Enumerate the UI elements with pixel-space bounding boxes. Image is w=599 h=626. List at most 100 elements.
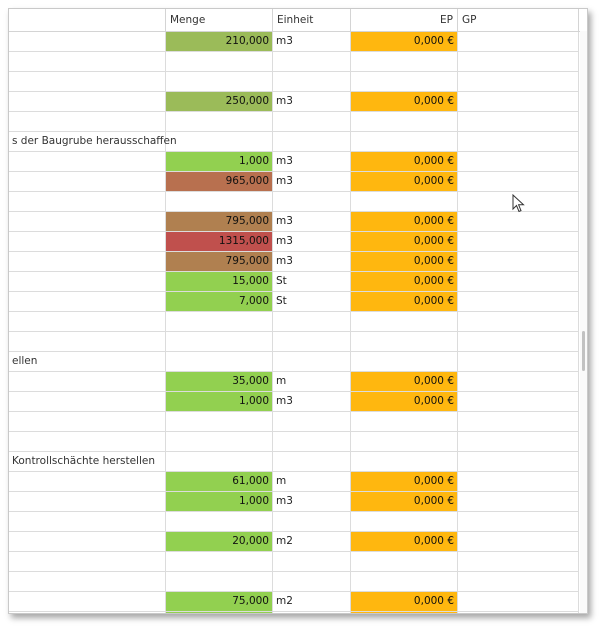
einheit-cell[interactable] [273,352,351,371]
description-cell[interactable] [9,52,166,71]
ep-cell[interactable] [351,112,458,131]
ep-cell[interactable]: 0,000 € [351,152,458,171]
gp-cell[interactable] [458,492,579,511]
menge-cell[interactable] [166,612,273,613]
description-cell[interactable] [9,172,166,191]
gp-cell[interactable] [458,392,579,411]
menge-cell[interactable] [166,72,273,91]
einheit-cell[interactable]: m [273,472,351,491]
einheit-cell[interactable]: m3 [273,252,351,271]
column-header-gp[interactable]: GP [458,9,579,31]
ep-cell[interactable] [351,432,458,451]
gp-cell[interactable] [458,272,579,291]
gp-cell[interactable] [458,452,579,471]
einheit-cell[interactable] [273,452,351,471]
einheit-cell[interactable]: m3 [273,492,351,511]
einheit-cell[interactable]: m3 [273,152,351,171]
einheit-cell[interactable]: m3 [273,172,351,191]
ep-cell[interactable] [351,52,458,71]
menge-cell[interactable] [166,552,273,571]
menge-cell[interactable]: 1315,000 [166,232,273,251]
gp-cell[interactable] [458,292,579,311]
einheit-cell[interactable]: St [273,292,351,311]
description-cell[interactable] [9,572,166,591]
menge-cell[interactable]: 15,000 [166,272,273,291]
ep-cell[interactable] [351,352,458,371]
einheit-cell[interactable] [273,72,351,91]
ep-cell[interactable] [351,332,458,351]
einheit-cell[interactable] [273,432,351,451]
description-cell[interactable] [9,512,166,531]
column-header-einheit[interactable]: Einheit [273,9,351,31]
einheit-cell[interactable]: m3 [273,232,351,251]
einheit-cell[interactable] [273,552,351,571]
menge-cell[interactable]: 75,000 [166,592,273,611]
menge-cell[interactable]: 1,000 [166,152,273,171]
description-cell[interactable]: ellen [9,352,166,371]
gp-cell[interactable] [458,32,579,51]
menge-cell[interactable] [166,352,273,371]
description-cell[interactable] [9,432,166,451]
einheit-cell[interactable]: m3 [273,92,351,111]
gp-cell[interactable] [458,532,579,551]
gp-cell[interactable] [458,592,579,611]
menge-cell[interactable] [166,452,273,471]
description-cell[interactable] [9,472,166,491]
ep-cell[interactable] [351,512,458,531]
einheit-cell[interactable] [273,132,351,151]
menge-cell[interactable]: 965,000 [166,172,273,191]
ep-cell[interactable] [351,412,458,431]
einheit-cell[interactable]: m3 [273,212,351,231]
einheit-cell[interactable] [273,512,351,531]
gp-cell[interactable] [458,92,579,111]
einheit-cell[interactable] [273,312,351,331]
description-cell[interactable] [9,392,166,411]
menge-cell[interactable]: 1,000 [166,392,273,411]
ep-cell[interactable] [351,132,458,151]
gp-cell[interactable] [458,132,579,151]
einheit-cell[interactable]: m3 [273,392,351,411]
ep-cell[interactable] [351,552,458,571]
description-cell[interactable]: Kontrollschächte herstellen [9,452,166,471]
ep-cell[interactable]: 0,000 € [351,472,458,491]
ep-cell[interactable]: 0,000 € [351,492,458,511]
gp-cell[interactable] [458,212,579,231]
gp-cell[interactable] [458,152,579,171]
ep-cell[interactable]: 0,000 € [351,212,458,231]
menge-cell[interactable] [166,412,273,431]
description-cell[interactable] [9,412,166,431]
menge-cell[interactable] [166,112,273,131]
gp-cell[interactable] [458,432,579,451]
einheit-cell[interactable]: m2 [273,532,351,551]
gp-cell[interactable] [458,192,579,211]
gp-cell[interactable] [458,172,579,191]
einheit-cell[interactable]: m3 [273,32,351,51]
description-cell[interactable] [9,252,166,271]
description-cell[interactable] [9,192,166,211]
menge-cell[interactable] [166,512,273,531]
menge-cell[interactable]: 7,000 [166,292,273,311]
menge-cell[interactable] [166,432,273,451]
einheit-cell[interactable] [273,612,351,613]
gp-cell[interactable] [458,472,579,491]
description-cell[interactable] [9,292,166,311]
ep-cell[interactable] [351,612,458,613]
menge-cell[interactable]: 20,000 [166,532,273,551]
gp-cell[interactable] [458,512,579,531]
gp-cell[interactable] [458,612,579,613]
ep-cell[interactable]: 0,000 € [351,392,458,411]
einheit-cell[interactable] [273,52,351,71]
menge-cell[interactable] [166,572,273,591]
description-cell[interactable] [9,212,166,231]
gp-cell[interactable] [458,72,579,91]
description-cell[interactable] [9,312,166,331]
gp-cell[interactable] [458,572,579,591]
ep-cell[interactable]: 0,000 € [351,272,458,291]
ep-cell[interactable] [351,192,458,211]
ep-cell[interactable]: 0,000 € [351,32,458,51]
gp-cell[interactable] [458,312,579,331]
description-cell[interactable] [9,272,166,291]
einheit-cell[interactable] [273,112,351,131]
ep-cell[interactable] [351,572,458,591]
einheit-cell[interactable] [273,192,351,211]
